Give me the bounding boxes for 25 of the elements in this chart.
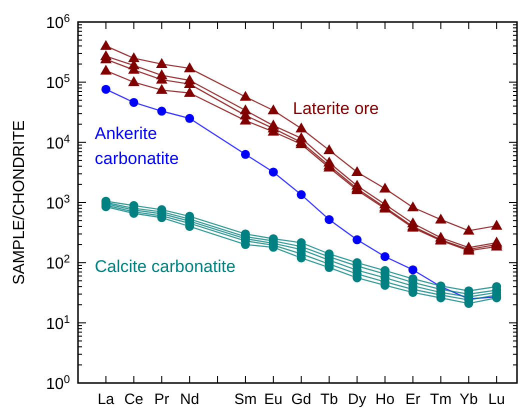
y-tick-label: 10$^{4}$ (46, 133, 70, 152)
y-axis-title: SAMPLE/CHONDRITE (11, 120, 28, 285)
x-tick-label: Ce (124, 391, 144, 408)
x-tick-label: Tm (430, 391, 452, 408)
y-tick-label: 10$^{0}$ (46, 374, 70, 393)
y-tick-label: 10$^{3}$ (46, 194, 70, 212)
y-tick-label: 10$^{5}$ (46, 73, 70, 92)
x-tick-label: Ho (375, 391, 395, 408)
x-tick-label: Sm (234, 391, 257, 408)
x-tick-label: Eu (264, 391, 283, 408)
series-label: Ankerite carbonatite (94, 124, 179, 168)
x-tick-label: Dy (348, 391, 367, 408)
x-tick-label: Er (405, 391, 420, 408)
series-label: Calcite carbonatite (94, 257, 236, 276)
x-tick-label: Lu (488, 391, 505, 408)
x-tick-label: Tb (320, 391, 338, 408)
y-tick-label: 10$^{1}$ (46, 314, 70, 333)
series-label: Laterite ore (292, 99, 379, 118)
y-tick-label: 10$^{6}$ (46, 13, 70, 32)
x-tick-label: La (98, 391, 115, 408)
x-tick-label: Yb (460, 391, 478, 408)
x-tick-label: Nd (180, 391, 200, 408)
x-tick-label: Pr (154, 391, 170, 408)
x-tick-label: Gd (291, 391, 312, 408)
y-tick-label: 10$^{2}$ (46, 254, 70, 273)
